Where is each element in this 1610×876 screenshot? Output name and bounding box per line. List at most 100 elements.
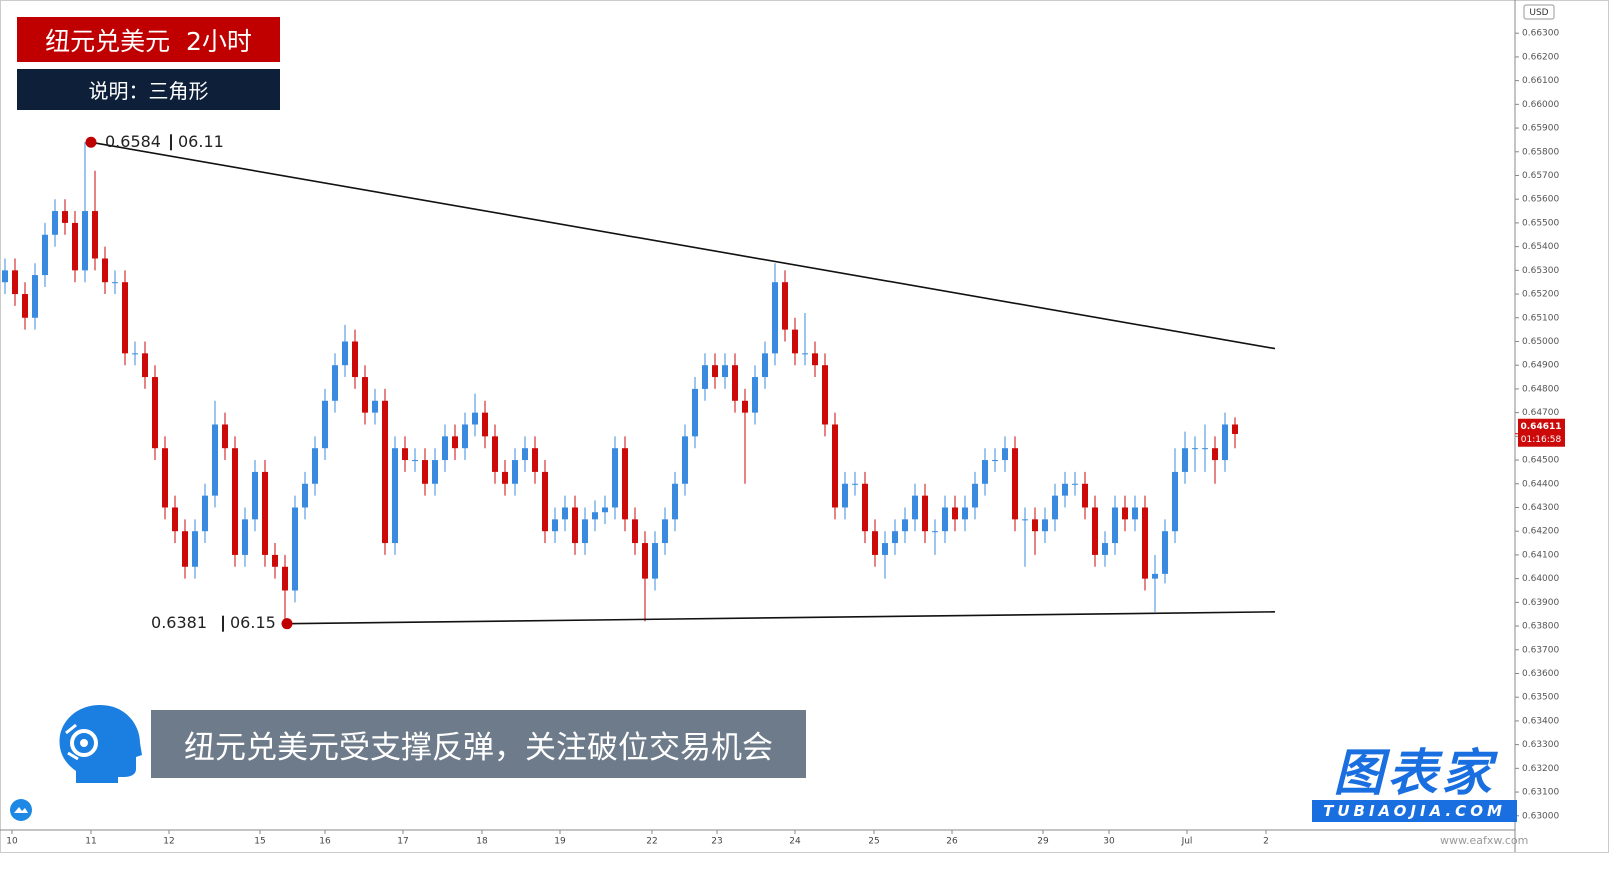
candle-body xyxy=(532,448,538,472)
candle-body xyxy=(492,436,498,472)
x-tick-label: 17 xyxy=(397,837,408,847)
candle-body xyxy=(982,460,988,484)
x-tick-label: 16 xyxy=(319,837,331,847)
candle-body xyxy=(962,507,968,520)
candle-body xyxy=(1222,424,1228,461)
candle-body xyxy=(462,424,468,449)
candle-body xyxy=(1152,573,1158,579)
candle-body xyxy=(162,448,168,508)
candle-body xyxy=(612,448,618,508)
caption: 纽元兑美元受支撑反弹，关注破位交易机会 xyxy=(151,710,806,778)
currency: USD xyxy=(1529,8,1548,18)
candle-body xyxy=(972,483,978,508)
brand-url: TUBIAOJIA.COM xyxy=(1312,800,1517,822)
candle-body xyxy=(722,365,728,378)
candle-body xyxy=(102,258,108,283)
candle-body xyxy=(432,460,438,484)
candle-body xyxy=(632,519,638,544)
candle-body xyxy=(542,471,548,532)
candle-body xyxy=(762,353,768,378)
candle-body xyxy=(382,400,388,544)
candle-body xyxy=(1032,519,1038,532)
candle-body xyxy=(42,234,48,276)
candle-body xyxy=(1162,531,1168,574)
candle-body xyxy=(1102,543,1108,555)
candle-body xyxy=(942,507,948,532)
candle-body xyxy=(2,270,8,283)
annotation-price: 0.6381 xyxy=(151,613,207,632)
y-tick-label: 0.65500 xyxy=(1522,218,1559,228)
candle-body xyxy=(1002,448,1008,461)
candle-body xyxy=(652,543,658,579)
y-tick-label: 0.65100 xyxy=(1522,313,1559,323)
y-tick-label: 0.63100 xyxy=(1522,788,1559,798)
y-tick-label: 0.63700 xyxy=(1522,645,1559,655)
candle-body xyxy=(572,507,578,544)
candle-body xyxy=(1232,424,1238,434)
candle-body xyxy=(1182,448,1188,472)
y-tick-label: 0.66200 xyxy=(1522,52,1559,62)
x-tick-label: 30 xyxy=(1103,837,1115,847)
pivot-dot xyxy=(85,136,97,148)
y-tick-label: 0.64000 xyxy=(1522,574,1559,584)
candle-body xyxy=(782,282,788,330)
candle-body xyxy=(1092,507,1098,555)
candle-body xyxy=(312,448,318,484)
y-tick-label: 0.64400 xyxy=(1522,479,1559,489)
candle-body xyxy=(1122,507,1128,520)
y-tick-label: 0.63000 xyxy=(1522,811,1559,821)
candle-body xyxy=(662,519,668,544)
candle-body xyxy=(182,531,188,567)
candle-body xyxy=(772,282,778,354)
candle-body xyxy=(802,353,808,355)
candle-body xyxy=(482,412,488,437)
x-tick-label: 19 xyxy=(554,837,566,847)
candle-body xyxy=(992,460,998,462)
x-tick-label: 12 xyxy=(163,837,174,847)
y-tick-label: 0.64200 xyxy=(1522,527,1559,537)
candle-body xyxy=(872,531,878,555)
candle-body xyxy=(362,377,368,413)
candle-body xyxy=(922,495,928,532)
candle-body xyxy=(232,448,238,555)
annotation-date: 06.11 xyxy=(178,132,224,151)
candle-body xyxy=(1042,519,1048,532)
y-tick-label: 0.65900 xyxy=(1522,124,1559,134)
candle-body xyxy=(1022,519,1028,521)
candle-body xyxy=(342,341,348,366)
y-tick-label: 0.63400 xyxy=(1522,716,1559,726)
candle-body xyxy=(472,412,478,425)
y-tick-label: 0.65600 xyxy=(1522,195,1559,205)
candle-body xyxy=(32,275,38,318)
candle-body xyxy=(92,211,98,259)
candle-body xyxy=(752,377,758,413)
candle-body xyxy=(882,543,888,555)
candle-body xyxy=(902,519,908,532)
y-tick-label: 0.66100 xyxy=(1522,76,1559,86)
x-tick-label: 11 xyxy=(85,837,96,847)
candle-body xyxy=(112,282,118,284)
y-tick-label: 0.64700 xyxy=(1522,408,1559,418)
annotation-price: 0.6584 xyxy=(105,132,161,151)
candle-body xyxy=(702,365,708,389)
candle-body xyxy=(282,566,288,591)
x-tick-label: 15 xyxy=(254,837,265,847)
candle-body xyxy=(622,448,628,520)
candle-body xyxy=(22,294,28,318)
y-tick-label: 0.66000 xyxy=(1522,100,1559,110)
last-price-label: 0.64611 xyxy=(1521,422,1562,432)
candle-body xyxy=(712,365,718,378)
candle-body xyxy=(932,531,938,533)
x-tick-label: 2 xyxy=(1263,837,1269,847)
x-tick-label: 29 xyxy=(1037,837,1049,847)
candle-body xyxy=(732,365,738,401)
candle-body xyxy=(52,211,58,235)
candle-body xyxy=(212,424,218,496)
x-tick-label: 22 xyxy=(646,837,657,847)
y-tick-label: 0.64800 xyxy=(1522,384,1559,394)
x-tick-label: Jul xyxy=(1181,837,1193,847)
candle-body xyxy=(372,400,378,413)
candle-body xyxy=(252,471,258,520)
candle-body xyxy=(832,424,838,508)
candle-body xyxy=(512,460,518,484)
